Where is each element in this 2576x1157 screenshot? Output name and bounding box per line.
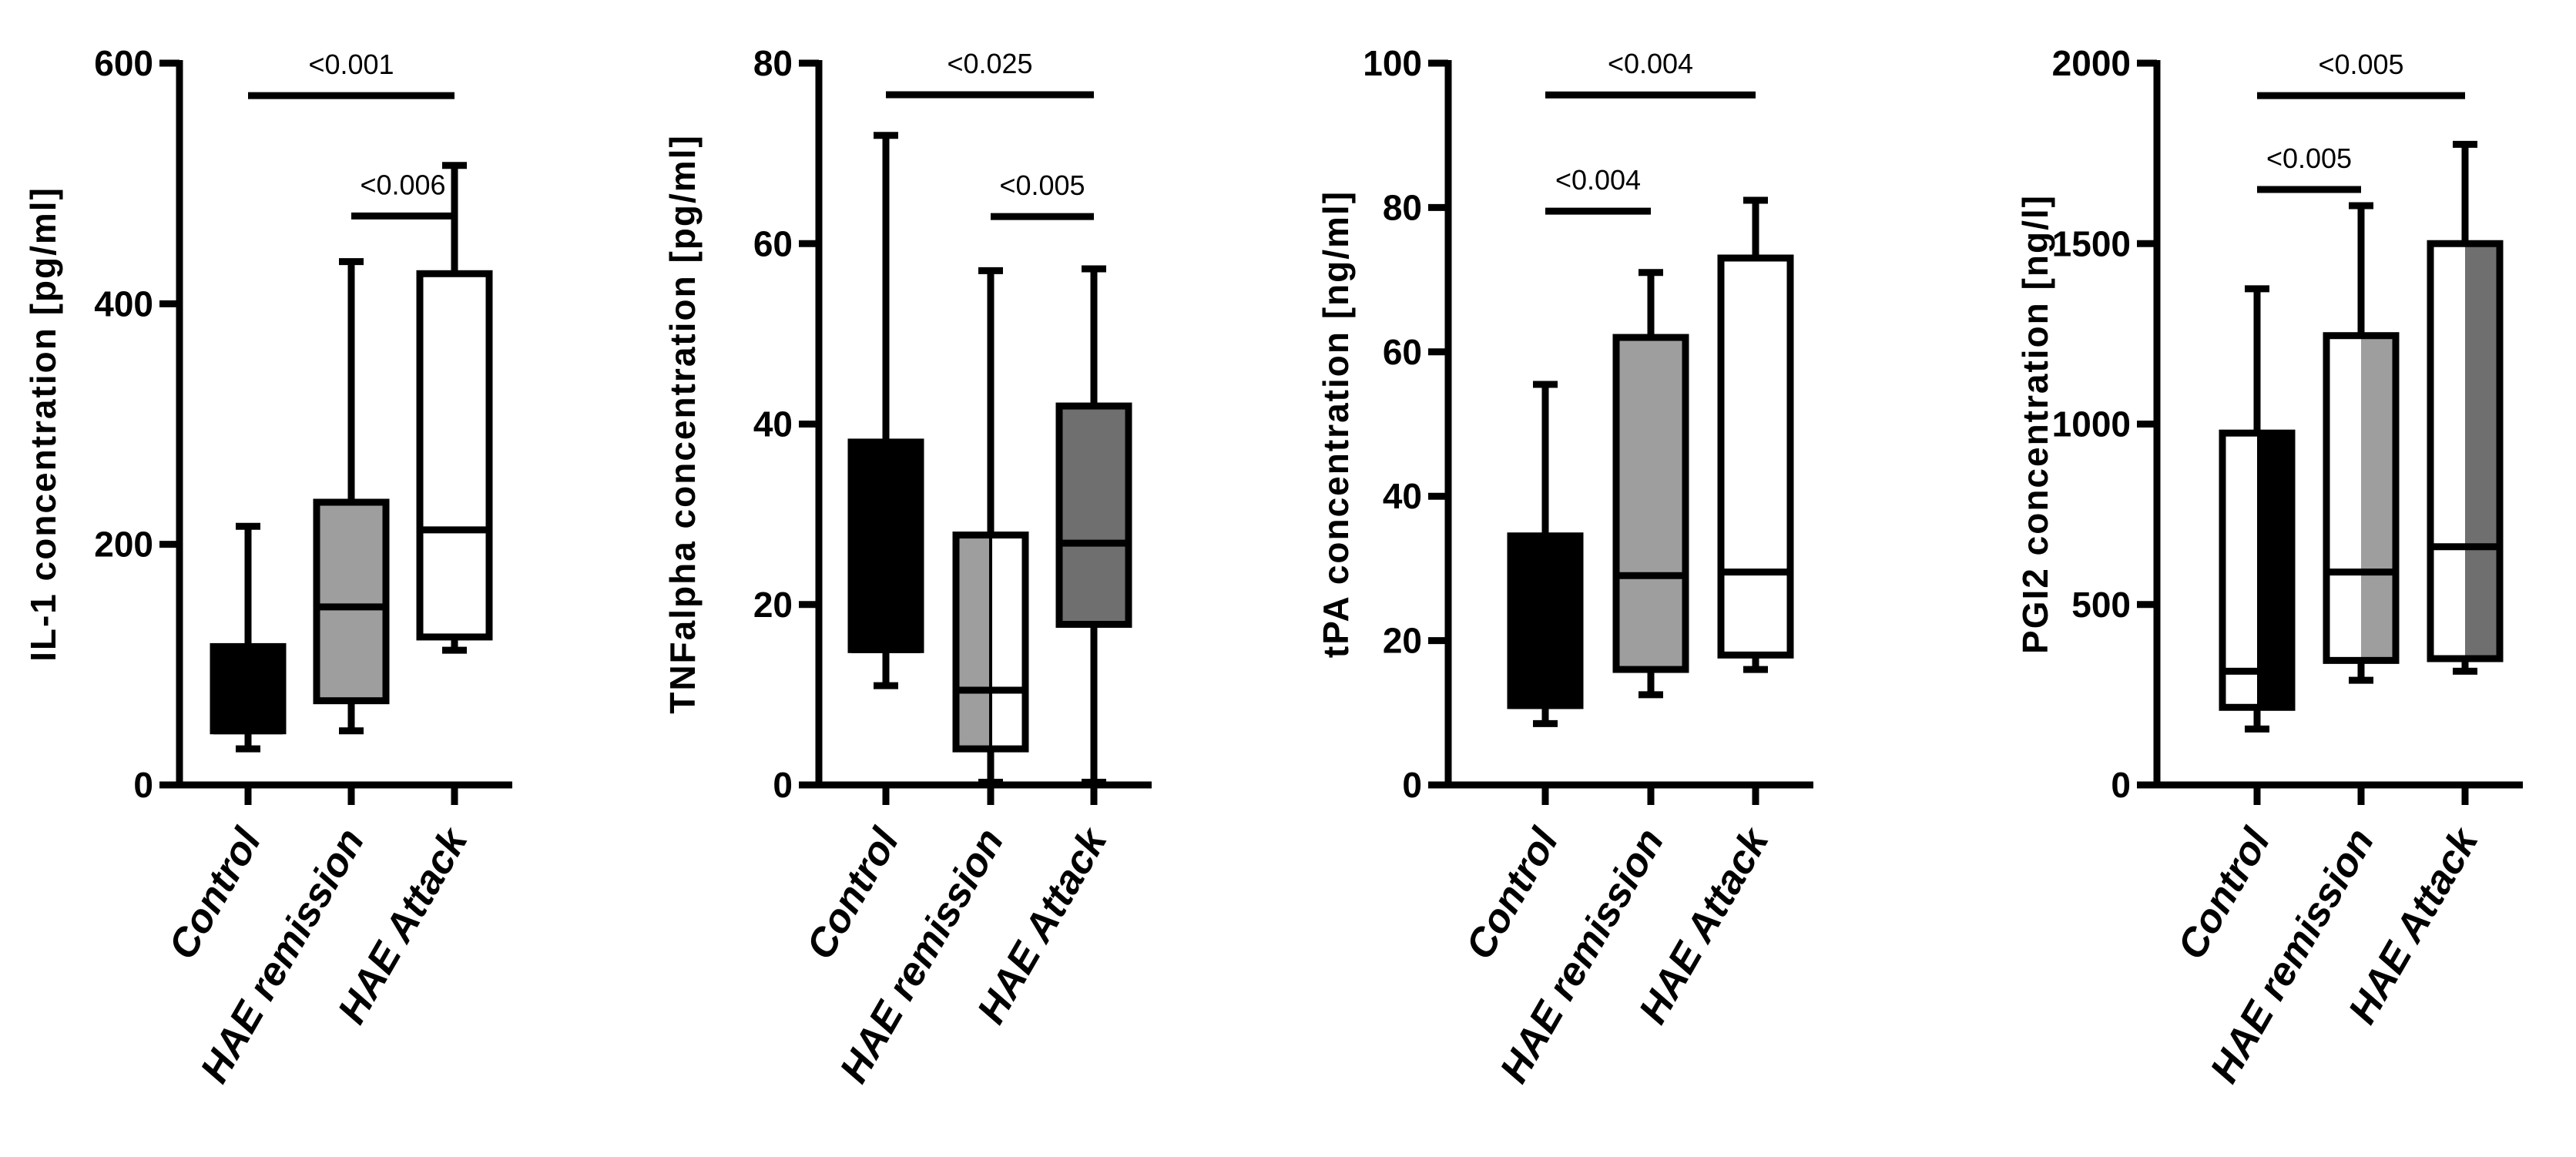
box-control: [1507, 381, 1584, 727]
y-axis-title: tPA concentration [ng/ml]: [1316, 190, 1356, 658]
box-outline: [2427, 240, 2504, 662]
y-axis-title: IL-1 concentration [pg/ml]: [23, 186, 63, 662]
x-category-label-control: Control: [160, 820, 270, 967]
box-fill-left: [2222, 433, 2257, 708]
box-hae-attack: [2427, 140, 2504, 675]
y-tick-label: 80: [753, 43, 793, 83]
y-tick-label: 20: [1383, 621, 1422, 661]
box-hae-remission: [313, 258, 390, 735]
y-axis-title: PGI2 concentration [ng/l]: [2015, 194, 2055, 654]
box-outline: [1055, 402, 1132, 629]
box-fill-right: [2361, 335, 2396, 661]
comparison-1: <0.025: [886, 48, 1094, 99]
y-tick-label: 1000: [2052, 404, 2131, 444]
box-outline: [952, 532, 1029, 753]
p-value-label: <0.005: [999, 169, 1085, 201]
box-fill: [1616, 337, 1685, 670]
y-tick-label: 200: [94, 525, 153, 565]
p-value-label: <0.006: [360, 169, 445, 200]
x-category-label-control: Control: [798, 820, 908, 967]
p-value-label: <0.004: [1555, 164, 1641, 196]
y-tick-label: 1500: [2052, 223, 2131, 263]
p-value-label: <0.005: [2318, 49, 2403, 80]
y-tick-label: 40: [1383, 476, 1422, 516]
p-value-label: <0.005: [2266, 143, 2352, 174]
box-hae-attack: [1055, 265, 1132, 786]
box-fill-right: [991, 535, 1025, 750]
p-value-label: <0.001: [308, 49, 394, 80]
box-outline: [416, 270, 493, 641]
box-outline: [2323, 332, 2400, 664]
y-tick-label: 0: [773, 765, 793, 805]
box-fill: [317, 502, 386, 701]
y-tick-label: 2000: [2052, 43, 2131, 83]
box-fill-left: [956, 535, 991, 750]
p-value-label: <0.025: [947, 48, 1032, 79]
box-fill: [1059, 406, 1129, 625]
box-fill: [1721, 257, 1790, 656]
y-tick-label: 400: [94, 283, 153, 324]
box-fill: [213, 646, 283, 731]
y-tick-label: 80: [1383, 187, 1422, 227]
comparison-2: <0.005: [991, 169, 1094, 220]
x-category-label-control: Control: [1457, 820, 1568, 967]
box-hae-remission: [952, 267, 1029, 786]
y-axis-title: TNFalpha concentration [pg/ml]: [662, 134, 703, 714]
box-control: [2219, 285, 2296, 733]
y-tick-label: 40: [753, 404, 793, 444]
y-tick-label: 60: [1383, 332, 1422, 372]
y-tick-label: 0: [133, 765, 153, 805]
y-tick-label: 600: [94, 43, 153, 83]
box-fill-right: [2465, 243, 2500, 659]
box-hae-remission: [2323, 202, 2400, 684]
comparison-1: <0.004: [1545, 48, 1756, 99]
box-fill: [851, 441, 921, 650]
box-outline: [1717, 254, 1794, 659]
y-tick-label: 0: [2111, 765, 2131, 805]
box-hae-attack: [1717, 196, 1794, 673]
box-fill-left: [2430, 243, 2465, 659]
y-tick-label: 100: [1363, 43, 1422, 83]
x-category-label-control: Control: [2169, 820, 2279, 967]
box-control: [847, 132, 924, 689]
y-tick-label: 20: [753, 585, 793, 625]
box-outline: [313, 498, 390, 705]
box-outline: [1612, 334, 1689, 673]
y-tick-label: 500: [2071, 585, 2131, 625]
comparison-1: <0.001: [248, 49, 454, 99]
box-outline: [2219, 429, 2296, 711]
comparison-2: <0.005: [2257, 143, 2361, 193]
comparison-1: <0.005: [2257, 49, 2465, 99]
box-control: [210, 522, 287, 753]
p-value-label: <0.004: [1608, 48, 1693, 79]
comparison-2: <0.004: [1545, 164, 1651, 215]
y-tick-label: 0: [1402, 765, 1422, 805]
box-hae-remission: [1612, 269, 1689, 699]
box-hae-attack: [416, 162, 493, 654]
box-fill-right: [2257, 433, 2292, 708]
box-fill: [420, 273, 489, 637]
comparison-2: <0.006: [351, 169, 454, 220]
box-fill: [1511, 535, 1580, 706]
box-fill-left: [2326, 335, 2361, 661]
y-tick-label: 60: [753, 223, 793, 263]
